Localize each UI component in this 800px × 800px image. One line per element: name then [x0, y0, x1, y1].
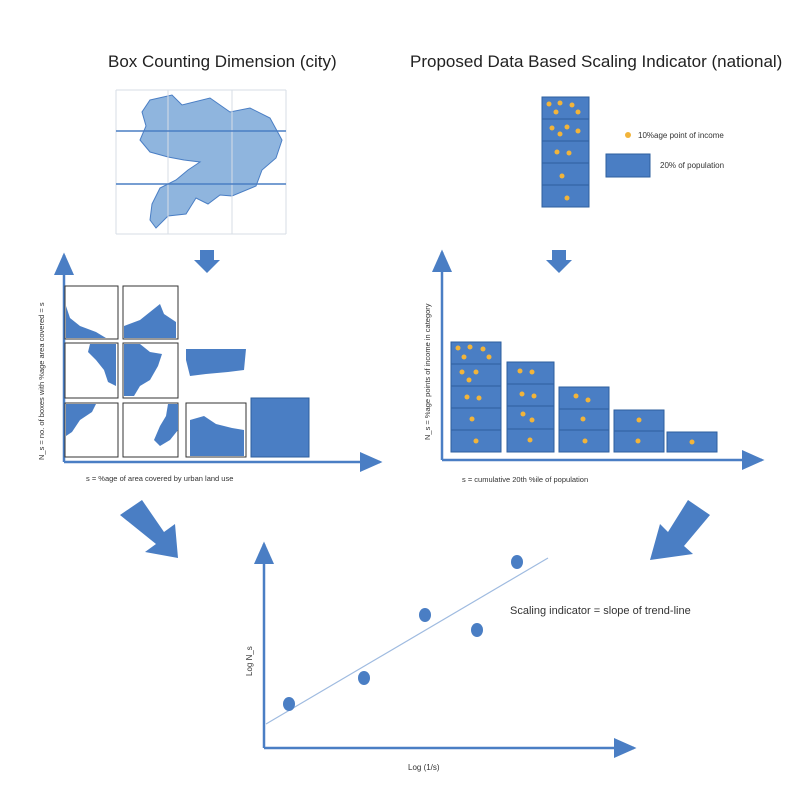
- legend: 10%age point of income 20% of population: [605, 131, 724, 178]
- down-arrow-right-icon: [546, 250, 572, 273]
- city-map: [139, 94, 283, 229]
- box-cell: [64, 342, 119, 399]
- legend-dot-label: 10%age point of income: [638, 131, 724, 140]
- box-grid: [64, 285, 310, 458]
- right-panel-xlabel: s = cumulative 20th %ile of population: [462, 475, 588, 484]
- diagonal-arrow-right-icon: [650, 500, 710, 560]
- diagonal-arrow-left-icon: [120, 500, 178, 558]
- bottom-panel-xlabel: Log (1/s): [408, 763, 440, 772]
- income-stack: [666, 431, 718, 453]
- box-cell: [122, 342, 179, 399]
- right-panel-axes: [432, 249, 765, 470]
- left-panel-axes: [54, 252, 383, 472]
- income-stack: [613, 409, 665, 453]
- box-cell: [64, 402, 119, 458]
- left-panel-ylabel: N_s = no. of boxes with %age area covere…: [37, 302, 46, 460]
- left-panel-xlabel: s = %age of area covered by urban land u…: [86, 474, 233, 483]
- right-title: Proposed Data Based Scaling Indicator (n…: [410, 52, 783, 71]
- legend-box-icon: [605, 153, 651, 178]
- data-point: [419, 608, 431, 622]
- box-cell: [186, 349, 246, 376]
- income-stack: [558, 386, 610, 453]
- scaling-annotation: Scaling indicator = slope of trend-line: [510, 605, 691, 617]
- down-arrow-left-icon: [194, 250, 220, 273]
- box-cell: [122, 285, 179, 340]
- left-title: Box Counting Dimension (city): [108, 52, 337, 71]
- data-point: [471, 623, 483, 637]
- trend-line: [265, 557, 549, 725]
- right-panel-ylabel: N_s = %age points of income in category: [423, 303, 432, 440]
- box-cell: [250, 397, 310, 458]
- income-stack: [450, 341, 502, 453]
- data-point: [358, 671, 370, 685]
- data-point: [511, 555, 523, 569]
- box-cell: [185, 402, 247, 458]
- legend-dot-icon: [625, 132, 631, 138]
- legend-box-label: 20% of population: [660, 161, 724, 170]
- income-stacks: [450, 341, 718, 453]
- data-point: [283, 697, 295, 711]
- scatter-points: [283, 555, 523, 711]
- box-cell: [122, 402, 179, 458]
- legend-stack: [541, 96, 590, 208]
- box-cell: [64, 285, 119, 340]
- bottom-panel-ylabel: Log N_s: [245, 646, 254, 676]
- bottom-panel-axes: [254, 541, 637, 758]
- city-map-grid: [115, 89, 287, 235]
- income-stack: [506, 361, 555, 453]
